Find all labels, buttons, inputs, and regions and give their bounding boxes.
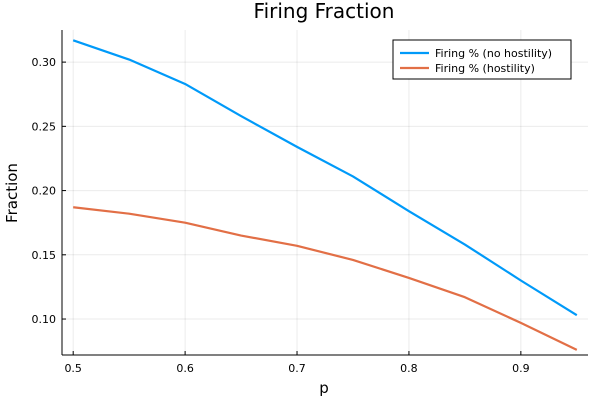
x-tick-label: 0.9 — [512, 362, 530, 375]
axes: 0.5 0.6 0.7 0.8 0.9 0.10 0.15 0.20 0.25 0.30 — [32, 30, 588, 375]
x-tick-label: 0.6 — [176, 362, 194, 375]
x-tick-label: 0.7 — [288, 362, 306, 375]
legend: Firing % (no hostility) Firing % (hostili… — [392, 39, 572, 80]
y-tick-label: 0.10 — [32, 313, 57, 326]
x-axis-label: p — [319, 379, 329, 397]
legend-label: Firing % (hostility) — [435, 62, 535, 75]
chart-title: Firing Fraction — [254, 0, 395, 23]
y-tick-label: 0.15 — [32, 249, 57, 262]
x-tick-label: 0.5 — [64, 362, 82, 375]
y-tick-label: 0.30 — [32, 56, 57, 69]
series-line-1 — [72, 39, 578, 317]
y-tick-label: 0.20 — [32, 185, 57, 198]
y-tick-label: 0.25 — [32, 120, 57, 133]
x-tick-label: 0.8 — [400, 362, 418, 375]
series-line-2 — [73, 206, 578, 351]
y-axis-label: Fraction — [3, 163, 21, 223]
legend-label: Firing % (no hostility) — [435, 47, 552, 60]
series-layer — [72, 39, 578, 351]
legend-box — [392, 39, 572, 80]
